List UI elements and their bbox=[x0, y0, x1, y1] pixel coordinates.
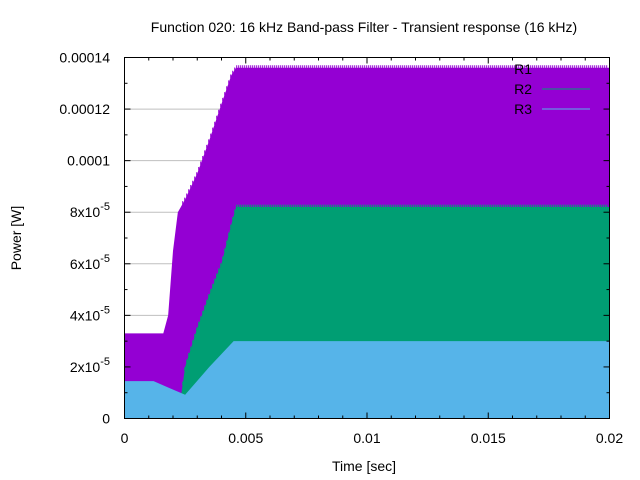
y-tick-label: 2x10-5 bbox=[70, 356, 110, 375]
y-tick-label: 6x10-5 bbox=[70, 253, 110, 272]
y-tick-label: 0.0001 bbox=[67, 153, 110, 169]
x-tick-labels: 0 0.005 0.01 0.015 0.02 bbox=[121, 430, 624, 446]
series-area-r3 bbox=[124, 341, 610, 419]
legend-label-r3: R3 bbox=[514, 101, 532, 117]
x-tick-label: 0 bbox=[121, 430, 129, 446]
legend-label-r1: R1 bbox=[514, 61, 532, 77]
axis-ticks bbox=[124, 57, 610, 419]
oscillation-marks bbox=[182, 204, 608, 386]
y-axis-label: Power [W] bbox=[8, 206, 24, 271]
x-tick-label: 0.02 bbox=[596, 430, 623, 446]
legend-label-r2: R2 bbox=[514, 81, 532, 97]
x-tick-label: 0.01 bbox=[353, 430, 380, 446]
y-tick-label: 0 bbox=[102, 411, 110, 427]
y-tick-labels: 0 2x10-5 4x10-5 6x10-5 8x10-5 0.0001 0.00012 0.… bbox=[59, 50, 110, 427]
chart-title: Function 020: 16 kHz Band-pass Filter - … bbox=[151, 19, 577, 35]
y-tick-label: 0.00012 bbox=[59, 101, 110, 117]
y-tick-label: 8x10-5 bbox=[70, 201, 110, 220]
x-tick-label: 0.005 bbox=[228, 430, 263, 446]
y-tick-label: 0.00014 bbox=[59, 50, 110, 66]
oscillation-marks bbox=[182, 65, 608, 205]
x-tick-label: 0.015 bbox=[471, 430, 506, 446]
y-tick-label: 4x10-5 bbox=[70, 304, 110, 323]
series-oscillation-r1 bbox=[182, 65, 608, 205]
series-areas bbox=[124, 65, 610, 419]
legend: R1 R2 R3 bbox=[514, 61, 590, 117]
series-oscillation-r2 bbox=[182, 204, 608, 386]
x-axis-label: Time [sec] bbox=[332, 458, 396, 474]
